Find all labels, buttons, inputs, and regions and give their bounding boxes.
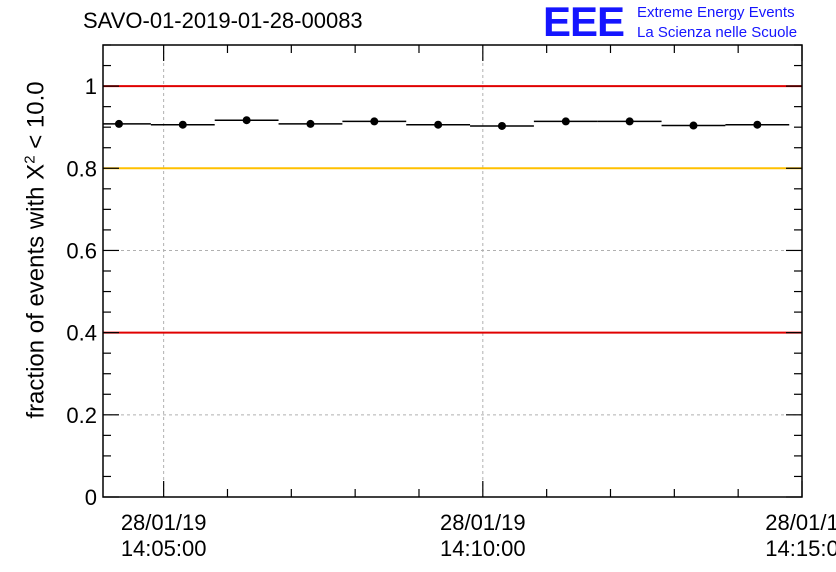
data-point xyxy=(497,121,506,130)
y-tick-label: 1 xyxy=(85,74,97,99)
y-tick-label: 0.6 xyxy=(66,238,97,263)
x-tick-label-time: 14:05:00 xyxy=(121,536,207,561)
data-point xyxy=(689,121,698,130)
data-point xyxy=(753,120,762,129)
y-tick-label: 0.8 xyxy=(66,156,97,181)
data-point xyxy=(242,116,251,125)
data-point xyxy=(178,120,187,129)
logo-line-1: Extreme Energy Events xyxy=(637,4,795,21)
data-point xyxy=(434,120,443,129)
data-point xyxy=(114,119,123,128)
y-tick-label: 0.2 xyxy=(66,403,97,428)
x-tick-label-time: 14:15:0 xyxy=(765,536,836,561)
data-point xyxy=(625,117,634,126)
data-point xyxy=(370,117,379,126)
chart-title: SAVO-01-2019-01-28-00083 xyxy=(83,8,363,33)
x-tick-label-date: 28/01/1 xyxy=(765,510,836,535)
logo-line-2: La Scienza nelle Scuole xyxy=(637,24,798,41)
y-tick-label: 0.4 xyxy=(66,321,97,346)
y-tick-label: 0 xyxy=(85,485,97,510)
x-tick-label-date: 28/01/19 xyxy=(440,510,526,535)
logo-mark: EEE xyxy=(543,0,625,45)
plot-frame xyxy=(102,44,803,498)
data-point xyxy=(306,119,315,128)
x-tick-label-time: 14:10:00 xyxy=(440,536,526,561)
x-tick-label-date: 28/01/19 xyxy=(121,510,207,535)
data-point xyxy=(561,117,570,126)
